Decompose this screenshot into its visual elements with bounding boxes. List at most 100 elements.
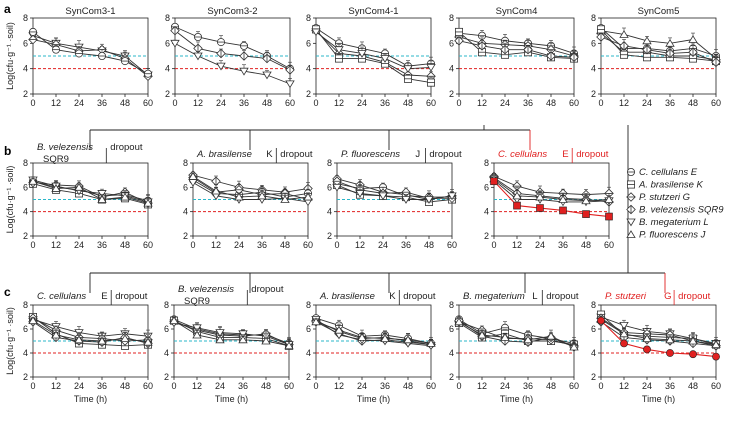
y-tick-label: 6	[23, 38, 28, 48]
dropout-label: dropout	[403, 291, 436, 302]
y-tick-label: 2	[306, 89, 311, 99]
x-tick-label: 60	[711, 98, 721, 108]
x-tick-label: 24	[357, 381, 367, 391]
legend-item: C. cellulans E	[627, 167, 698, 178]
data-series-5	[169, 316, 294, 350]
triangle-down-marker	[311, 28, 321, 37]
series-line	[174, 30, 291, 71]
red-circle-marker	[643, 345, 651, 354]
x-tick-label: 24	[74, 381, 84, 391]
x-tick-label: 48	[403, 381, 413, 391]
triangle-up-marker	[51, 184, 61, 192]
dropout-label: dropout	[280, 149, 313, 160]
series-line	[600, 319, 717, 346]
dropout-strain: J	[415, 149, 420, 160]
x-tick-label: 0	[491, 240, 496, 250]
y-tick-label: 2	[484, 231, 489, 241]
triangle-down-marker	[262, 71, 272, 80]
data-series-1	[311, 24, 435, 71]
x-tick-label: 36	[97, 381, 107, 391]
triangle-up-marker	[234, 192, 244, 201]
series-line	[493, 180, 610, 218]
x-tick-label: 60	[569, 381, 579, 391]
dropout-strain: SQR9	[184, 296, 210, 307]
y-tick-label: 6	[449, 38, 454, 48]
triangle-up-marker	[120, 334, 130, 343]
dropout-species: B. megaterium	[463, 291, 525, 302]
triangle-up-marker	[143, 337, 153, 346]
y-tick-label: 2	[591, 372, 596, 382]
x-tick-label: 0	[313, 98, 318, 108]
triangle-up-marker	[558, 195, 568, 203]
x-tick-label: 24	[642, 98, 652, 108]
triangle-up-marker	[619, 30, 629, 38]
x-tick-label: 48	[280, 240, 290, 250]
triangle-down-marker	[447, 192, 457, 201]
red-square-marker	[605, 212, 613, 221]
triangle-down-marker	[238, 330, 248, 339]
y-tick-label: 8	[183, 158, 188, 168]
series-line	[32, 179, 149, 203]
x-tick-label: 12	[334, 98, 344, 108]
legend-label: A. brasilense K	[638, 180, 704, 191]
triangle-up-marker	[238, 335, 248, 344]
data-series-5	[28, 176, 153, 207]
data-series-5	[311, 317, 436, 347]
triangle-up-marker	[626, 230, 636, 238]
series-line	[458, 321, 575, 348]
y-axis-label: Log(cfu·g⁻¹ ·soil)	[5, 166, 15, 234]
data-series-2	[28, 34, 153, 82]
x-tick-label: 36	[401, 240, 411, 250]
triangle-down-marker	[378, 192, 388, 201]
series-line	[336, 183, 452, 198]
data-series-4	[311, 315, 436, 351]
triangle-down-marker	[403, 65, 413, 74]
x-tick-label: 36	[239, 98, 249, 108]
triangle-up-marker	[512, 191, 522, 200]
triangle-up-marker	[334, 325, 344, 334]
x-tick-label: 36	[558, 240, 568, 250]
y-tick-label: 2	[183, 231, 188, 241]
panel-title: SynCom4	[496, 6, 538, 17]
x-tick-label: 60	[426, 98, 436, 108]
triangle-up-marker	[535, 192, 545, 201]
y-tick-label: 4	[183, 207, 188, 217]
x-tick-label: 0	[598, 98, 603, 108]
legend-item: B. velezensis SQR9	[626, 205, 724, 216]
triangle-up-marker	[169, 316, 179, 325]
x-tick-label: 12	[193, 98, 203, 108]
legend-label: B. velezensis SQR9	[639, 205, 724, 216]
y-tick-label: 8	[591, 300, 596, 310]
triangle-up-marker	[500, 333, 510, 341]
y-tick-label: 6	[164, 324, 169, 334]
x-tick-label: 12	[477, 98, 487, 108]
legend-item: P. fluorescens J	[626, 230, 706, 241]
y-tick-label: 4	[591, 64, 596, 74]
y-tick-label: 2	[306, 372, 311, 382]
dropout-species: C. cellulans	[498, 149, 547, 160]
x-tick-label: 60	[284, 381, 294, 391]
series-line	[32, 180, 149, 204]
triangle-up-marker	[403, 335, 413, 344]
y-tick-label: 2	[23, 372, 28, 382]
triangle-up-marker	[711, 340, 721, 349]
series-line	[32, 31, 149, 75]
x-tick-label: 24	[215, 381, 225, 391]
triangle-up-marker	[188, 172, 198, 180]
data-series-3	[454, 317, 579, 351]
x-tick-label: 0	[30, 98, 35, 108]
series-line	[336, 186, 453, 200]
triangle-up-marker	[311, 317, 321, 326]
series-line	[192, 177, 309, 200]
data-series-4	[311, 28, 436, 74]
x-tick-label: 0	[30, 381, 35, 391]
x-tick-label: 12	[619, 98, 629, 108]
y-tick-label: 8	[23, 13, 28, 23]
triangle-up-marker	[51, 330, 61, 339]
y-tick-label: 2	[164, 372, 169, 382]
y-tick-label: 4	[306, 64, 311, 74]
